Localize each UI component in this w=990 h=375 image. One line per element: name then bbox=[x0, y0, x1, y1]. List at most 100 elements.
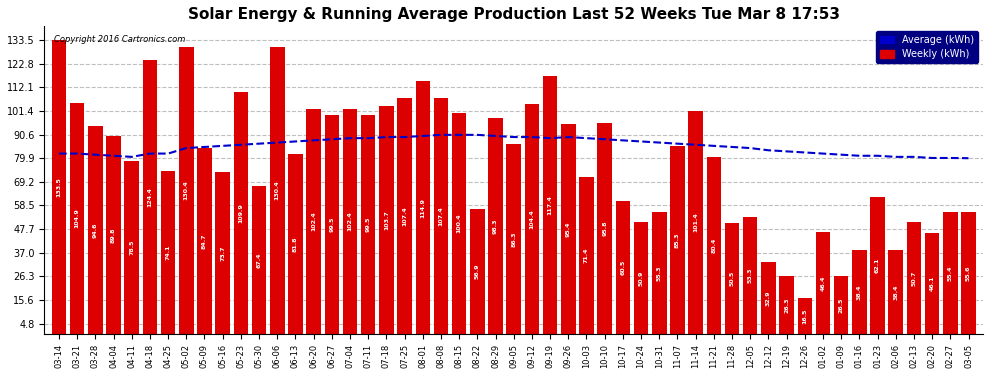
Bar bbox=[488, 118, 503, 334]
Text: 78.5: 78.5 bbox=[130, 240, 135, 255]
Text: 95.8: 95.8 bbox=[602, 221, 607, 236]
Text: 55.6: 55.6 bbox=[966, 265, 971, 280]
Bar bbox=[707, 157, 721, 334]
Bar bbox=[379, 106, 394, 334]
Text: 102.4: 102.4 bbox=[347, 211, 352, 231]
Bar bbox=[143, 60, 157, 334]
Text: 133.5: 133.5 bbox=[56, 177, 61, 197]
Bar bbox=[961, 211, 976, 334]
Bar bbox=[234, 92, 248, 334]
Bar bbox=[397, 98, 412, 334]
Bar bbox=[51, 40, 66, 334]
Text: 98.3: 98.3 bbox=[493, 218, 498, 234]
Bar bbox=[943, 212, 957, 334]
Text: 104.4: 104.4 bbox=[530, 209, 535, 229]
Bar bbox=[816, 232, 831, 334]
Bar bbox=[179, 47, 194, 334]
Bar bbox=[761, 262, 776, 334]
Bar bbox=[834, 276, 848, 334]
Bar bbox=[925, 232, 940, 334]
Bar bbox=[870, 197, 885, 334]
Text: 99.5: 99.5 bbox=[330, 217, 335, 232]
Bar bbox=[670, 146, 685, 334]
Text: 95.4: 95.4 bbox=[566, 221, 571, 237]
Bar bbox=[579, 177, 594, 334]
Bar bbox=[725, 223, 740, 334]
Bar bbox=[160, 171, 175, 334]
Bar bbox=[688, 111, 703, 334]
Bar bbox=[652, 212, 666, 334]
Bar bbox=[216, 172, 230, 334]
Text: 55.4: 55.4 bbox=[947, 266, 952, 281]
Text: 38.4: 38.4 bbox=[893, 284, 898, 300]
Legend: Average (kWh), Weekly (kWh): Average (kWh), Weekly (kWh) bbox=[876, 31, 978, 63]
Text: 46.1: 46.1 bbox=[930, 276, 935, 291]
Bar bbox=[470, 209, 485, 334]
Bar bbox=[888, 249, 903, 334]
Text: 85.3: 85.3 bbox=[675, 232, 680, 248]
Text: 46.4: 46.4 bbox=[821, 275, 826, 291]
Text: 60.5: 60.5 bbox=[621, 260, 626, 275]
Text: 16.5: 16.5 bbox=[802, 308, 807, 324]
Text: 86.3: 86.3 bbox=[511, 231, 516, 247]
Text: 71.4: 71.4 bbox=[584, 248, 589, 263]
Text: 32.9: 32.9 bbox=[766, 290, 771, 306]
Bar bbox=[525, 104, 540, 334]
Bar bbox=[907, 222, 922, 334]
Text: 130.4: 130.4 bbox=[184, 181, 189, 200]
Text: 50.9: 50.9 bbox=[639, 270, 644, 286]
Text: 100.4: 100.4 bbox=[456, 214, 461, 233]
Text: 107.4: 107.4 bbox=[439, 206, 444, 226]
Bar bbox=[197, 148, 212, 334]
Text: 104.9: 104.9 bbox=[74, 209, 79, 228]
Text: 56.9: 56.9 bbox=[475, 264, 480, 279]
Bar bbox=[507, 144, 521, 334]
Text: 73.7: 73.7 bbox=[220, 245, 225, 261]
Text: 117.4: 117.4 bbox=[547, 195, 552, 215]
Text: 26.3: 26.3 bbox=[784, 297, 789, 313]
Text: 80.4: 80.4 bbox=[712, 238, 717, 253]
Bar bbox=[270, 47, 284, 334]
Bar bbox=[106, 136, 121, 334]
Title: Solar Energy & Running Average Production Last 52 Weeks Tue Mar 8 17:53: Solar Energy & Running Average Productio… bbox=[188, 7, 840, 22]
Bar bbox=[251, 186, 266, 334]
Text: 55.3: 55.3 bbox=[656, 266, 661, 281]
Bar bbox=[597, 123, 612, 334]
Bar bbox=[306, 109, 321, 334]
Text: 26.5: 26.5 bbox=[839, 297, 843, 313]
Bar bbox=[616, 201, 631, 334]
Bar bbox=[361, 115, 375, 334]
Text: 81.8: 81.8 bbox=[293, 236, 298, 252]
Bar bbox=[343, 109, 357, 334]
Bar bbox=[852, 249, 866, 334]
Text: 62.1: 62.1 bbox=[875, 258, 880, 273]
Bar bbox=[543, 76, 557, 334]
Text: 102.4: 102.4 bbox=[311, 211, 316, 231]
Text: 50.5: 50.5 bbox=[730, 271, 735, 286]
Text: 99.5: 99.5 bbox=[365, 217, 370, 232]
Bar bbox=[779, 276, 794, 334]
Bar bbox=[288, 154, 303, 334]
Text: Copyright 2016 Cartronics.com: Copyright 2016 Cartronics.com bbox=[53, 35, 185, 44]
Text: 38.4: 38.4 bbox=[857, 284, 862, 300]
Text: 130.4: 130.4 bbox=[275, 181, 280, 200]
Text: 50.7: 50.7 bbox=[912, 271, 917, 286]
Bar bbox=[798, 298, 812, 334]
Bar bbox=[742, 217, 757, 334]
Bar bbox=[451, 113, 466, 334]
Bar bbox=[70, 103, 84, 334]
Text: 109.9: 109.9 bbox=[239, 203, 244, 223]
Bar bbox=[125, 161, 139, 334]
Text: 84.7: 84.7 bbox=[202, 233, 207, 249]
Bar bbox=[325, 115, 340, 334]
Text: 124.4: 124.4 bbox=[148, 187, 152, 207]
Text: 53.3: 53.3 bbox=[747, 268, 752, 283]
Bar bbox=[634, 222, 648, 334]
Bar bbox=[561, 124, 575, 334]
Text: 94.6: 94.6 bbox=[93, 222, 98, 238]
Text: 101.4: 101.4 bbox=[693, 213, 698, 232]
Text: 74.1: 74.1 bbox=[165, 245, 170, 260]
Text: 67.4: 67.4 bbox=[256, 252, 261, 268]
Text: 114.9: 114.9 bbox=[421, 198, 426, 217]
Bar bbox=[434, 98, 448, 334]
